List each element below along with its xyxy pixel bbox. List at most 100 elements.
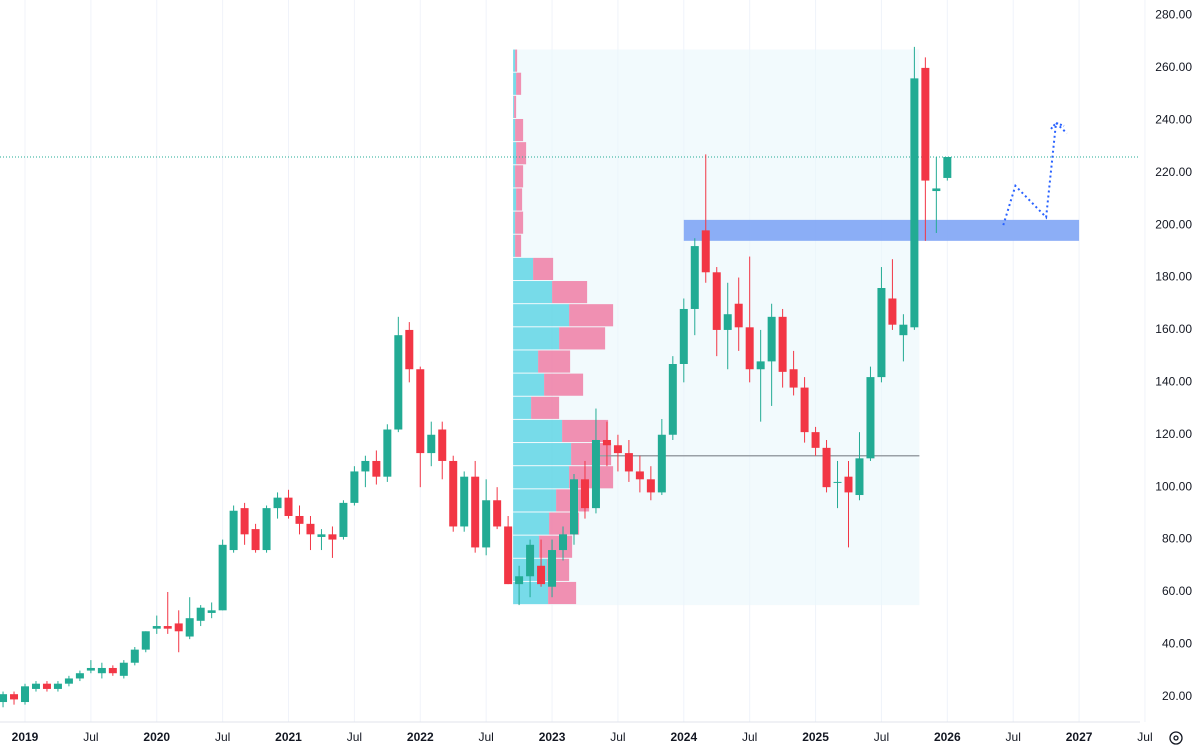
axes: 20.00 40.00 60.00 80.00 100.00 120.00 140.00 16… bbox=[12, 8, 1193, 745]
candle-body bbox=[613, 445, 622, 454]
candle-body bbox=[295, 515, 304, 524]
candle-body bbox=[888, 298, 897, 325]
profile-sell bbox=[533, 257, 554, 281]
candle-body bbox=[668, 364, 677, 435]
candle-body bbox=[262, 508, 271, 551]
candles bbox=[0, 46, 952, 708]
profile-sell bbox=[515, 234, 522, 257]
candle-body bbox=[690, 246, 699, 309]
candle-body bbox=[833, 481, 842, 483]
candle-body bbox=[580, 479, 589, 509]
y-tick-label: 240.00 bbox=[1155, 112, 1192, 126]
candle-body bbox=[75, 673, 84, 679]
profile-sell bbox=[515, 49, 518, 72]
candle-body bbox=[240, 508, 249, 535]
y-tick-label: 40.00 bbox=[1162, 637, 1192, 651]
candle-body bbox=[21, 686, 29, 703]
projection-arrowhead bbox=[1050, 121, 1065, 130]
profile-sell bbox=[531, 396, 560, 419]
candle-body bbox=[306, 523, 315, 535]
candle-body bbox=[811, 432, 820, 448]
candle-body bbox=[493, 500, 502, 527]
candle-body bbox=[328, 534, 337, 540]
candle-body bbox=[42, 683, 51, 689]
profile-sell bbox=[562, 419, 609, 443]
y-tick-label: 60.00 bbox=[1162, 584, 1192, 598]
y-tick-label: 120.00 bbox=[1155, 427, 1192, 441]
x-tick-label: Jul bbox=[742, 730, 757, 744]
profile-sell bbox=[515, 165, 524, 188]
profile-buy bbox=[513, 165, 516, 188]
candle-body bbox=[635, 471, 644, 480]
y-tick-label: 140.00 bbox=[1155, 375, 1192, 389]
profile-sell bbox=[515, 118, 524, 142]
candle-body bbox=[284, 497, 293, 516]
candle-body bbox=[822, 447, 831, 488]
profile-buy bbox=[513, 257, 534, 281]
x-tick-label: Jul bbox=[1137, 730, 1152, 744]
profile-sell bbox=[516, 142, 527, 165]
candle-body bbox=[207, 610, 216, 613]
profile-sell bbox=[569, 466, 614, 489]
profile-buy bbox=[513, 327, 560, 350]
x-tick-label: 2020 bbox=[143, 730, 170, 744]
profile-sell bbox=[514, 95, 517, 118]
profile-sell bbox=[538, 350, 571, 373]
candle-body bbox=[723, 314, 732, 330]
profile-buy bbox=[513, 142, 517, 165]
candle-body bbox=[899, 324, 908, 336]
y-tick-label: 20.00 bbox=[1162, 689, 1192, 703]
candle-body bbox=[646, 479, 655, 493]
y-tick-label: 200.00 bbox=[1155, 217, 1192, 231]
candle-body bbox=[449, 460, 458, 527]
x-tick-label: Jul bbox=[610, 730, 625, 744]
candle-body bbox=[416, 369, 425, 454]
candle-body bbox=[372, 460, 381, 477]
profile-buy bbox=[513, 188, 517, 211]
profile-buy bbox=[513, 419, 563, 443]
candle-body bbox=[591, 439, 600, 509]
candle-body bbox=[174, 623, 183, 632]
candle-body bbox=[427, 434, 436, 454]
candle-body bbox=[734, 303, 743, 328]
x-tick-label: Jul bbox=[215, 730, 230, 744]
candle-body bbox=[712, 272, 721, 330]
projection-path bbox=[1002, 120, 1068, 226]
candle-body bbox=[405, 329, 414, 370]
candle-body bbox=[559, 534, 568, 551]
candle-body bbox=[141, 631, 150, 650]
settings-icon[interactable] bbox=[1169, 731, 1183, 745]
candle-body bbox=[163, 626, 172, 629]
profile-buy bbox=[513, 489, 557, 512]
candle-body bbox=[855, 458, 864, 496]
candle-body bbox=[526, 544, 535, 577]
candle-body bbox=[53, 683, 62, 689]
profile-buy bbox=[513, 350, 539, 373]
candle-body bbox=[932, 188, 941, 192]
x-tick-label: Jul bbox=[83, 730, 98, 744]
profile-sell bbox=[516, 188, 523, 211]
y-tick-label: 180.00 bbox=[1155, 270, 1192, 284]
x-tick-label: 2023 bbox=[539, 730, 566, 744]
y-tick-label: 280.00 bbox=[1155, 8, 1192, 22]
candle-body bbox=[910, 78, 919, 328]
candle-body bbox=[800, 387, 809, 433]
candle-body bbox=[602, 439, 611, 446]
candle-body bbox=[0, 694, 8, 703]
y-tick-label: 260.00 bbox=[1155, 60, 1192, 74]
x-tick-label: 2027 bbox=[1066, 730, 1093, 744]
settings-hub[interactable] bbox=[1173, 735, 1179, 741]
candle-body bbox=[218, 544, 227, 611]
candle-body bbox=[537, 565, 546, 585]
candle-body bbox=[921, 67, 930, 181]
candle-body bbox=[317, 534, 326, 537]
candle-body bbox=[504, 526, 513, 585]
settings-gear[interactable] bbox=[1169, 731, 1183, 745]
candle-body bbox=[394, 335, 403, 430]
profile-buy bbox=[513, 581, 549, 605]
profile-buy bbox=[513, 373, 545, 396]
x-tick-label: Jul bbox=[1006, 730, 1021, 744]
candle-body bbox=[196, 607, 205, 621]
candle-body bbox=[756, 361, 765, 370]
profile-sell bbox=[571, 443, 612, 466]
